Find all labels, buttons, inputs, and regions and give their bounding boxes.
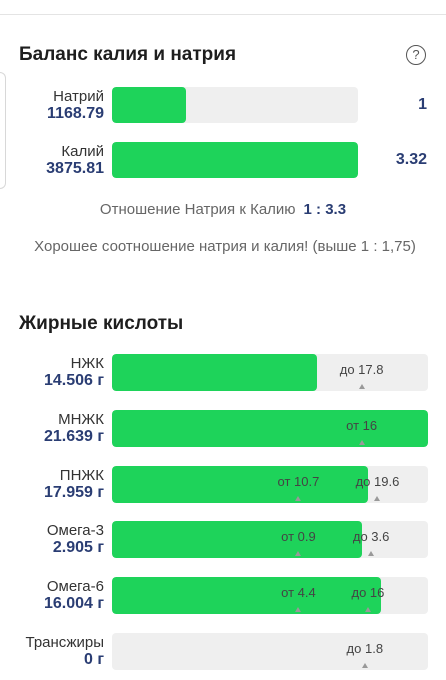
balance-bar-fill [112,87,186,123]
fat-value: 16.004 г [43,595,104,612]
fat-name: ПНЖК [59,467,104,484]
marker-triangle-icon [295,496,302,501]
range-marker-label: до 17.8 [339,362,384,377]
balance-note: Хорошее соотношение натрия и калия! (выш… [34,238,416,255]
balance-bar-track [112,142,358,178]
balance-ratio-number: 1 [418,96,427,113]
help-icon[interactable]: ? [406,45,426,65]
fat-bar-track: до 17.8 [112,354,428,391]
marker-triangle-icon [295,607,302,612]
fat-bar-fill [112,466,368,503]
fats-title: Жирные кислоты [19,313,184,334]
fat-bar-fill [112,577,381,614]
fat-value: 17.959 г [43,484,104,501]
fat-bar-track: от 4.4 до 16 [112,577,428,614]
fat-value: 14.506 г [43,372,104,389]
fat-value: 21.639 г [43,428,104,445]
marker-triangle-icon [374,496,381,501]
ratio-value: 1 : 3.3 [303,201,347,218]
marker-triangle-icon [368,551,375,556]
ratio-label: Отношение Натрия к Калию [99,201,296,218]
fat-label: Трансжиры 0 г [0,634,105,668]
range-marker-label: от 10.7 [277,474,320,489]
marker-triangle-icon [361,663,368,668]
balance-label: Натрий 1168.79 [0,88,104,122]
nutrient-value: 3875.81 [46,160,104,177]
nutrient-name: Натрий [53,88,104,105]
fat-label: Омега-3 2.905 г [0,522,104,556]
balance-title: Баланс калия и натрия [19,44,237,65]
fat-bar-track: от 10.7 до 19.6 [112,466,428,503]
range-marker-label: от 0.9 [281,529,316,544]
range-marker-label: до 16 [351,585,385,600]
marker-triangle-icon [295,551,302,556]
fat-name: НЖК [70,355,104,372]
fat-name: Омега-6 [46,578,104,595]
marker-triangle-icon [364,607,371,612]
balance-label: Калий 3875.81 [0,143,104,177]
balance-bar-fill [112,142,358,178]
fat-label: НЖК 14.506 г [0,355,104,389]
fat-value: 0 г [83,651,104,668]
range-marker-label: от 4.4 [281,585,316,600]
fat-name: МНЖК [58,411,104,428]
marker-triangle-icon [358,440,365,445]
range-marker-label: до 1.8 [346,641,384,656]
fat-label: ПНЖК 17.959 г [0,467,104,501]
range-marker-label: от 16 [346,418,378,433]
marker-triangle-icon [358,384,365,389]
balance-bar-track [112,87,358,123]
fat-bar-fill [112,410,428,447]
nutrient-name: Калий [61,143,104,160]
ratio-line: Отношение Натрия к Калию 1 : 3.3 [0,201,446,218]
fat-bar-track: от 0.9 до 3.6 [112,521,428,558]
range-marker-label: до 3.6 [352,529,390,544]
top-divider [0,14,446,15]
fat-bar-fill [112,521,362,558]
range-marker-label: до 19.6 [355,474,400,489]
fat-name: Омега-3 [46,522,104,539]
balance-ratio-number: 3.32 [395,151,427,168]
fat-bar-track: от 16 [112,410,428,447]
nutrient-value: 1168.79 [47,105,104,122]
fat-label: МНЖК 21.639 г [0,411,104,445]
fat-name: Трансжиры [25,634,105,651]
fat-value: 2.905 г [52,539,104,556]
fat-bar-track: до 1.8 [112,633,428,670]
fat-label: Омега-6 16.004 г [0,578,104,612]
fat-bar-fill [112,354,318,391]
